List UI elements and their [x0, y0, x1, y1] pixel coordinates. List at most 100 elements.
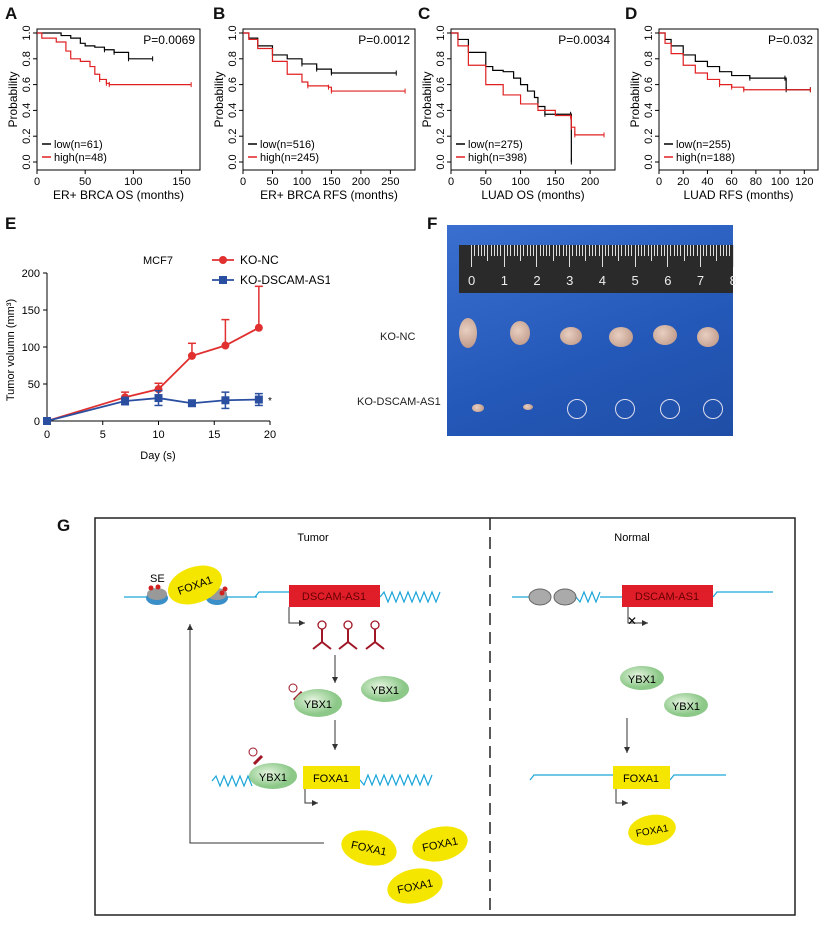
ruler-tick — [585, 245, 587, 261]
y-tick-label: 0.2 — [21, 129, 33, 144]
ruler-tick — [533, 245, 535, 256]
p-value: P=0.032 — [768, 33, 813, 47]
ruler-tick — [559, 245, 561, 256]
p-value: P=0.0034 — [558, 33, 610, 47]
foxa1-gene-text: FOXA1 — [623, 773, 659, 785]
y-tick-label: 100 — [22, 342, 40, 354]
legend-label: high(n=245) — [260, 152, 319, 164]
x-axis-label: LUAD OS (months) — [481, 188, 584, 202]
x-axis-label: ER+ BRCA RFS (months) — [260, 188, 398, 202]
dna-strand — [529, 774, 614, 781]
data-point — [154, 394, 163, 403]
y-axis-label: Probability — [628, 71, 642, 127]
ruler-tick — [529, 245, 531, 256]
ybx1-protein — [294, 689, 342, 717]
ruler-tick — [474, 245, 476, 256]
ruler-tick — [618, 245, 620, 261]
ruler-tick — [490, 245, 492, 256]
ruler-tick — [569, 245, 571, 267]
x-tick-label: 100 — [511, 176, 529, 188]
plot-frame — [450, 28, 616, 171]
x-tick-label: 80 — [750, 176, 762, 188]
bound-lncrna-loop — [288, 683, 298, 693]
tumor-ko-dscam — [523, 404, 533, 410]
ybx1-protein — [620, 666, 664, 690]
legend-label: high(n=188) — [676, 152, 735, 164]
data-point — [221, 396, 230, 405]
ruler-number: 1 — [500, 273, 508, 288]
foxa1-protein — [341, 830, 397, 866]
ruler-tick — [565, 245, 567, 256]
ruler-tick — [670, 245, 672, 256]
legend-label: low(n=516) — [260, 139, 315, 151]
ybx1-text: YBX1 — [371, 685, 399, 697]
foxa1-protein — [628, 814, 676, 846]
y-axis-label: Probability — [212, 71, 226, 127]
ruler-tick — [686, 245, 688, 256]
y-tick-label: 0.2 — [643, 129, 655, 144]
ruler-tick — [647, 245, 649, 256]
x-tick-label: 5 — [100, 429, 106, 441]
x-tick-label: 10 — [152, 429, 164, 441]
foxa1-gene-box — [303, 766, 360, 789]
legend-label: low(n=255) — [676, 139, 731, 151]
tumor-ko-dscam — [472, 404, 484, 412]
dna-strand — [575, 590, 601, 604]
x-tick-label: 150 — [172, 176, 190, 188]
dna-strand — [359, 773, 433, 787]
ruler-number: 4 — [598, 273, 607, 288]
xenograft-tumor-photo: 0 1 2 3 4 5 6 7 8 — [447, 225, 737, 436]
ruler-number: 0 — [468, 273, 476, 288]
y-tick-label: 0.8 — [227, 51, 239, 66]
x-tick-label: 0 — [448, 176, 454, 188]
tumor-label: Tumor — [297, 532, 329, 544]
foxa1-gene-text: FOXA1 — [313, 773, 349, 785]
y-tick-label: 1.0 — [643, 25, 655, 40]
ruler-tick — [562, 245, 564, 256]
lncrna-loop — [370, 620, 380, 630]
x-tick-label: 50 — [480, 176, 492, 188]
foxa1-text: FOXA1 — [635, 823, 670, 840]
empty-tumor-circle — [567, 399, 587, 419]
ruler-tick — [709, 245, 711, 256]
foxa1-text: FOXA1 — [350, 839, 388, 858]
transcription-arrow — [615, 789, 628, 806]
foxa1-text: FOXA1 — [421, 835, 459, 854]
ruler-tick — [497, 245, 499, 256]
dna-strand — [712, 591, 773, 598]
ruler-tick — [480, 245, 482, 256]
data-point — [187, 351, 196, 360]
y-tick-label: 0 — [34, 416, 40, 428]
ruler-tick — [703, 245, 705, 256]
panel-label-b: B — [213, 4, 226, 23]
plot-frame — [242, 28, 416, 171]
nucleosome-icon — [553, 588, 577, 606]
x-tick-label: 0 — [656, 176, 662, 188]
lncrna-loop — [317, 620, 327, 630]
p-value: P=0.0012 — [358, 33, 410, 47]
ruler-tick — [654, 245, 656, 256]
ybx1-text: YBX1 — [259, 772, 287, 784]
ruler-tick — [588, 245, 590, 256]
panel-label-c: C — [418, 4, 431, 23]
x-tick-label: 40 — [701, 176, 713, 188]
ruler-tick — [546, 245, 548, 256]
ruler-tick — [627, 245, 629, 256]
dna-strand — [211, 774, 253, 788]
x-tick-label: 0 — [44, 429, 50, 441]
foxa1-protein — [167, 565, 223, 605]
y-tick-label: 0.0 — [435, 154, 447, 169]
dna-strand — [669, 774, 726, 781]
ruler-tick — [667, 245, 669, 267]
x-tick-label: 100 — [124, 176, 142, 188]
x-tick-label: 20 — [264, 429, 276, 441]
empty-tumor-circle — [660, 399, 680, 419]
dscam-gene-box — [289, 585, 380, 607]
dscam-text-normal: DSCAM-AS1 — [635, 591, 699, 603]
lncrna-hairpin-icon — [338, 628, 358, 650]
y-tick-label: 0.4 — [435, 103, 447, 118]
